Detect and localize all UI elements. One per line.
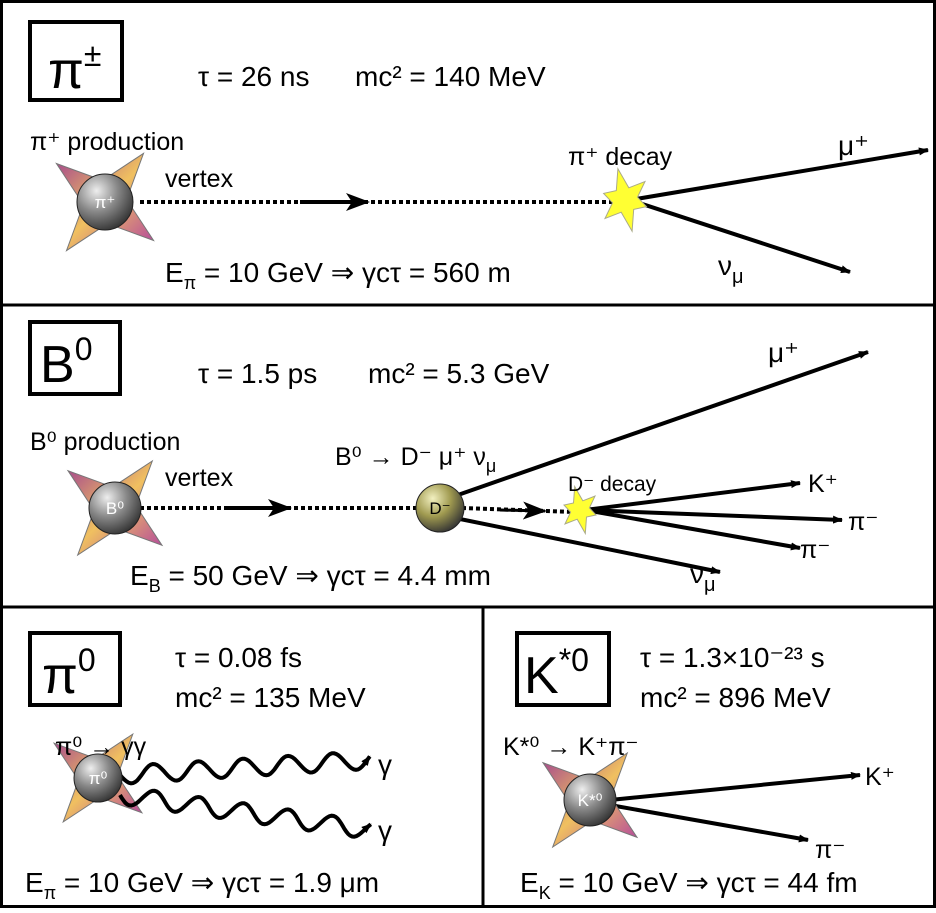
energy-sub: π bbox=[184, 273, 196, 293]
product: π⁻ bbox=[815, 836, 845, 864]
energy: Eπ = 10 GeV ⇒ γcτ = 560 m bbox=[165, 257, 511, 293]
energy-rest: = 10 GeV ⇒ γcτ = 1.9 μm bbox=[56, 867, 379, 898]
ball-label: π⁰ bbox=[89, 769, 108, 788]
energy-base: E bbox=[520, 867, 539, 898]
production: B⁰ production bbox=[30, 428, 180, 456]
product: γ bbox=[378, 749, 392, 780]
label-sup: *0 bbox=[559, 642, 589, 678]
energy: EB = 50 GeV ⇒ γcτ = 4.4 mm bbox=[130, 560, 491, 596]
decay-label: π⁺ decay bbox=[568, 143, 673, 171]
label-sup: ± bbox=[84, 37, 102, 73]
energy-sub: K bbox=[539, 883, 551, 903]
photon bbox=[120, 791, 371, 837]
energy-base: E bbox=[25, 867, 44, 898]
label-sup: 0 bbox=[75, 331, 93, 367]
track bbox=[610, 775, 860, 800]
product-base: ν bbox=[718, 250, 732, 281]
diagram: π⁺B⁰D⁻π⁰K*⁰ π± τ = 26 ns mc² = 140 MeV π… bbox=[0, 0, 936, 908]
lifetime: τ = 1.5 ps bbox=[198, 358, 317, 389]
mass: mc² = 5.3 GeV bbox=[368, 358, 550, 389]
mass: mc² = 140 MeV bbox=[355, 61, 546, 92]
production: π⁺ production bbox=[30, 128, 184, 156]
track bbox=[630, 150, 928, 200]
photon bbox=[120, 753, 370, 783]
product-base: ν bbox=[690, 558, 704, 589]
panel-label: K*0 bbox=[524, 642, 589, 705]
product: νμ bbox=[690, 558, 716, 596]
reaction-sub: μ bbox=[486, 456, 496, 476]
shapes: π⁺ B⁰ D⁻ π⁰ K*⁰ bbox=[54, 150, 928, 847]
track bbox=[610, 805, 808, 840]
mass: mc² = 135 MeV bbox=[175, 682, 366, 713]
energy-rest: = 50 GeV ⇒ γcτ = 4.4 mm bbox=[161, 560, 491, 591]
ball-label: D⁻ bbox=[429, 499, 450, 518]
product: K⁺ bbox=[865, 763, 895, 791]
product: μ⁺ bbox=[838, 130, 869, 161]
energy: EK = 10 GeV ⇒ γcτ = 44 fm bbox=[520, 867, 858, 903]
label-base: π bbox=[48, 42, 84, 100]
reaction-base: B⁰ → D⁻ μ⁺ ν bbox=[335, 443, 486, 471]
energy: Eπ = 10 GeV ⇒ γcτ = 1.9 μm bbox=[25, 867, 379, 903]
product: π⁻ bbox=[800, 536, 830, 564]
label-base: B bbox=[40, 336, 75, 394]
ball-label: B⁰ bbox=[106, 499, 124, 518]
lifetime: τ = 1.3×10⁻²³ s bbox=[640, 642, 825, 673]
product-sub: μ bbox=[704, 574, 716, 596]
panel-label: B0 bbox=[40, 331, 92, 394]
panel-label: π0 bbox=[42, 642, 96, 705]
label-base: π bbox=[42, 647, 78, 705]
product-sub: μ bbox=[732, 266, 744, 288]
product: γ bbox=[378, 815, 392, 846]
energy-rest: = 10 GeV ⇒ γcτ = 44 fm bbox=[551, 867, 858, 898]
ball-label: K*⁰ bbox=[578, 791, 603, 810]
lifetime: τ = 0.08 fs bbox=[175, 642, 302, 673]
panel-label: π± bbox=[48, 37, 101, 100]
reaction: B⁰ → D⁻ μ⁺ νμ bbox=[335, 443, 496, 476]
track bbox=[630, 200, 850, 272]
vertex: vertex bbox=[165, 464, 234, 492]
lifetime: τ = 26 ns bbox=[198, 61, 309, 92]
label-base: K bbox=[524, 647, 559, 705]
energy-sub: B bbox=[149, 576, 161, 596]
product: νμ bbox=[718, 250, 744, 288]
reaction: K*⁰ → K⁺π⁻ bbox=[503, 733, 639, 761]
product: K⁺ bbox=[808, 470, 838, 498]
dotted-track bbox=[500, 510, 545, 511]
product: π⁻ bbox=[848, 508, 878, 536]
decay-label: D⁻ decay bbox=[568, 473, 657, 496]
energy-sub: π bbox=[44, 883, 56, 903]
decay-star bbox=[604, 169, 647, 231]
energy-base: E bbox=[165, 257, 184, 288]
reaction: π⁰ → γγ bbox=[55, 733, 147, 761]
vertex: vertex bbox=[165, 165, 234, 193]
mass: mc² = 896 MeV bbox=[640, 682, 831, 713]
energy-base: E bbox=[130, 560, 149, 591]
product: μ⁺ bbox=[768, 337, 799, 368]
ball-label: π⁺ bbox=[95, 193, 116, 212]
label-sup: 0 bbox=[78, 642, 96, 678]
energy-rest: = 10 GeV ⇒ γcτ = 560 m bbox=[196, 257, 511, 288]
